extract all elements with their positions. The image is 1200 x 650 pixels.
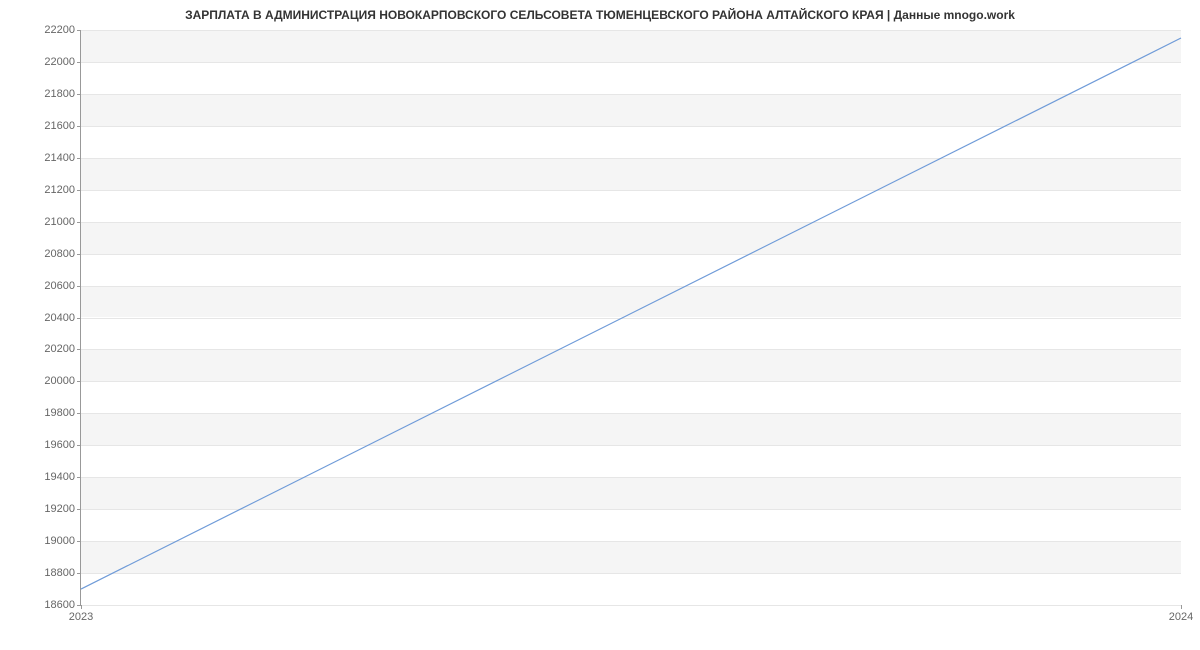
y-tick-label: 21200 <box>44 184 75 196</box>
salary-line-chart: ЗАРПЛАТА В АДМИНИСТРАЦИЯ НОВОКАРПОВСКОГО… <box>0 0 1200 650</box>
y-tick-label: 21000 <box>44 216 75 228</box>
series-line-salary <box>81 38 1181 589</box>
y-tick-label: 19600 <box>44 439 75 451</box>
y-tick-label: 21800 <box>44 88 75 100</box>
y-tick-label: 19000 <box>44 535 75 547</box>
plot-area: 1860018800190001920019400196001980020000… <box>80 30 1181 606</box>
y-tick-label: 20400 <box>44 312 75 324</box>
y-tick-label: 18800 <box>44 567 75 579</box>
x-tick-label: 2023 <box>69 611 93 623</box>
y-tick-label: 20600 <box>44 280 75 292</box>
y-tick-label: 20000 <box>44 375 75 387</box>
x-tick-mark <box>81 605 82 609</box>
y-tick-label: 21600 <box>44 120 75 132</box>
y-tick-label: 21400 <box>44 152 75 164</box>
x-tick-label: 2024 <box>1169 611 1193 623</box>
x-tick-mark <box>1181 605 1182 609</box>
chart-title: ЗАРПЛАТА В АДМИНИСТРАЦИЯ НОВОКАРПОВСКОГО… <box>0 8 1200 22</box>
y-tick-label: 18600 <box>44 599 75 611</box>
y-tick-label: 22200 <box>44 24 75 36</box>
chart-line-svg <box>81 30 1181 605</box>
y-tick-label: 22000 <box>44 56 75 68</box>
y-tick-label: 20200 <box>44 343 75 355</box>
y-tick-label: 19200 <box>44 503 75 515</box>
y-tick-label: 19800 <box>44 407 75 419</box>
y-gridline <box>81 605 1181 606</box>
y-tick-label: 20800 <box>44 248 75 260</box>
y-tick-label: 19400 <box>44 471 75 483</box>
